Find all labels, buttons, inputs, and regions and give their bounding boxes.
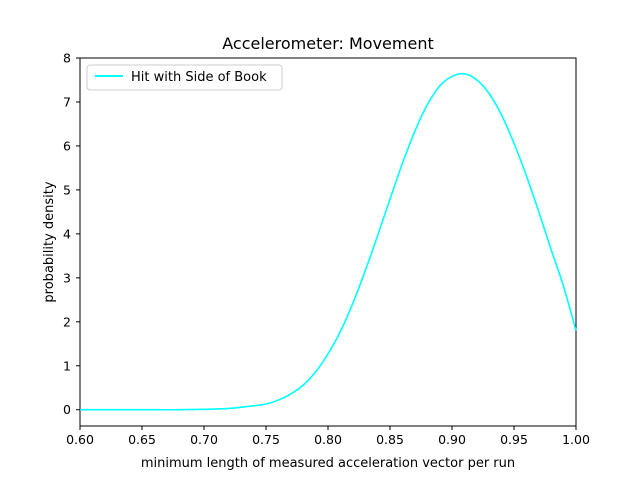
chart-title: Accelerometer: Movement — [222, 34, 433, 53]
x-tick-label: 0.85 — [376, 432, 404, 447]
y-tick-label: 4 — [63, 226, 71, 241]
y-tick-label: 8 — [63, 51, 71, 66]
series-layer — [80, 72, 577, 411]
y-tick-label: 5 — [63, 182, 71, 197]
x-tick-label: 0.60 — [66, 432, 94, 447]
x-tick-label: 1.00 — [562, 432, 590, 447]
x-tick-label: 0.80 — [314, 432, 342, 447]
y-axis-label: probability density — [42, 181, 57, 302]
y-tick-label: 1 — [63, 358, 71, 373]
x-axis-ticks: 0.60 0.65 0.70 0.75 0.80 0.85 0.90 0.95 1.00 — [66, 426, 590, 447]
y-tick-label: 0 — [63, 402, 71, 417]
x-tick-label: 0.65 — [128, 432, 156, 447]
legend-box — [86, 64, 283, 91]
y-axis-ticks: 0 1 2 3 4 5 6 7 8 — [63, 51, 80, 417]
legend: Hit with Side of Book — [86, 64, 283, 91]
x-axis-label: minimum length of measured acceleration … — [141, 456, 515, 471]
plot-area: 0.60 0.65 0.70 0.75 0.80 0.85 0.90 0.95 1.00 0 1 2… — [63, 51, 590, 448]
y-tick-label: 6 — [63, 138, 71, 153]
x-tick-label: 0.90 — [438, 432, 466, 447]
legend-label: Hit with Side of Book — [131, 70, 267, 85]
y-tick-label: 2 — [63, 314, 71, 329]
series-line-0 — [80, 72, 577, 411]
x-tick-label: 0.70 — [190, 432, 218, 447]
y-tick-label: 3 — [63, 270, 71, 285]
x-tick-label: 0.75 — [252, 432, 280, 447]
x-tick-label: 0.95 — [500, 432, 528, 447]
y-tick-label: 7 — [63, 94, 71, 109]
